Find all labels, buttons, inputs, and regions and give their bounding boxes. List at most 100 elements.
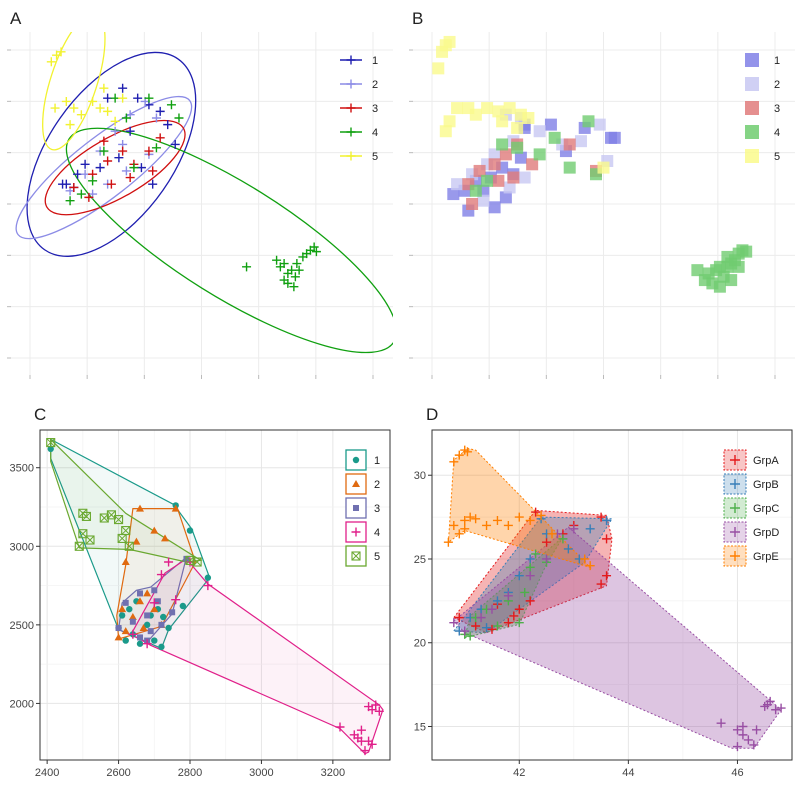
data-point: [465, 512, 475, 522]
box-x-cross: [114, 515, 123, 524]
data-point: [713, 280, 726, 293]
data-point: [290, 272, 300, 282]
data-point: [122, 637, 129, 644]
x-tick-label: 42: [513, 767, 525, 779]
data-point: [103, 106, 113, 116]
data-point: [122, 599, 129, 606]
data-point: [78, 529, 88, 539]
data-point: [158, 643, 165, 651]
legend-key-plus: [346, 55, 356, 65]
data-point: [732, 725, 742, 735]
data-point: [492, 515, 502, 525]
data-point: [114, 515, 124, 525]
data-point: [503, 520, 513, 530]
data-point: [471, 514, 481, 524]
plot-area-B: [432, 35, 753, 293]
data-point: [511, 141, 524, 154]
plot-area-D: [443, 445, 786, 752]
data-point: [80, 159, 90, 169]
data-point: [531, 549, 541, 559]
data-point: [103, 93, 113, 103]
data-point: [488, 158, 501, 171]
data-point: [242, 262, 252, 272]
data-point: [117, 533, 127, 543]
data-point: [531, 507, 541, 517]
data-point: [547, 529, 557, 539]
box-x-frame: [78, 529, 88, 539]
data-point: [499, 191, 512, 204]
data-point: [492, 174, 505, 187]
data-point: [605, 131, 618, 144]
data-point: [150, 526, 159, 534]
data-point: [563, 138, 576, 151]
data-point: [451, 102, 464, 115]
series-5: [432, 35, 610, 174]
data-point: [56, 47, 66, 57]
data-point: [74, 541, 84, 551]
data-point: [526, 158, 539, 171]
data-point: [125, 126, 135, 136]
panel-D: D 42 44 46 15 20 25 30 GrpA GrpB GrpC GrpD GrpE: [414, 405, 793, 779]
data-point: [65, 120, 75, 130]
data-point: [353, 733, 363, 743]
plot-area-C: [46, 437, 384, 756]
data-point: [533, 125, 546, 138]
data-point: [460, 524, 470, 534]
legend-key-square: [745, 77, 759, 91]
data-point: [272, 255, 282, 265]
data-point: [574, 135, 587, 148]
data-point: [149, 598, 159, 608]
data-point: [481, 102, 494, 115]
data-point: [460, 626, 470, 636]
legend-label: 2: [774, 79, 780, 91]
y-tick-label: 3000: [10, 541, 34, 553]
box-x-cross: [117, 534, 127, 543]
data-point: [99, 146, 109, 156]
data-point: [477, 194, 490, 207]
data-point: [725, 274, 738, 287]
data-point: [732, 260, 745, 273]
legend-key-marker: [353, 505, 359, 511]
data-point: [151, 143, 161, 153]
series-GrpE: [443, 445, 595, 571]
data-point: [743, 735, 753, 745]
data-point: [367, 739, 377, 749]
data-point: [698, 274, 711, 287]
legend-label: 4: [372, 127, 378, 139]
data-point: [732, 742, 742, 752]
hull-4: [130, 558, 384, 755]
data-point: [514, 151, 527, 164]
data-point: [309, 242, 319, 252]
data-point: [602, 571, 612, 581]
legend-label: 2: [374, 479, 380, 491]
box-x-cross: [82, 512, 91, 521]
data-point: [738, 721, 748, 731]
data-point: [716, 718, 726, 728]
legend-key-square: [745, 149, 759, 163]
y-tick-label: 2000: [10, 698, 34, 710]
ellipse-5: [42, 32, 106, 151]
data-point: [454, 450, 464, 460]
y-tick-label: 15: [414, 721, 426, 733]
data-point: [548, 131, 561, 144]
legend-label: 5: [774, 151, 780, 163]
data-point: [482, 520, 492, 530]
data-point: [144, 93, 154, 103]
x-tick-label: 44: [622, 767, 634, 779]
data-point: [110, 126, 120, 136]
data-point: [136, 640, 144, 647]
data-point: [462, 447, 472, 457]
data-point: [129, 163, 139, 173]
data-point: [124, 541, 134, 551]
data-point: [294, 265, 304, 275]
data-point: [165, 624, 172, 632]
box-x-cross: [121, 526, 131, 535]
data-point: [582, 115, 595, 128]
data-point: [103, 156, 113, 166]
data-point: [596, 579, 606, 589]
data-point: [585, 561, 595, 571]
data-point: [47, 445, 54, 453]
grid-D: [432, 430, 792, 760]
hull-5: [50, 437, 203, 563]
box-x-frame: [351, 551, 361, 561]
